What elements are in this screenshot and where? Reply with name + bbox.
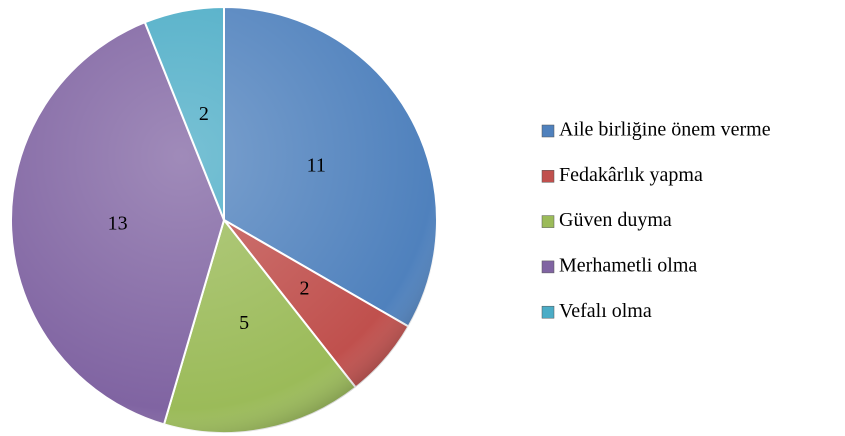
data-label: 13 (108, 213, 128, 235)
legend-swatch (541, 215, 555, 228)
legend-label: Vefalı olma (559, 300, 652, 322)
legend-swatch (541, 305, 555, 319)
data-label: 2 (299, 277, 309, 299)
legend-swatch (541, 260, 555, 274)
legend-swatch (541, 170, 555, 183)
legend-label: Aile birliğine önem verme (559, 119, 771, 141)
data-label: 11 (307, 154, 326, 176)
legend-swatch (541, 124, 555, 138)
legend-label: Fedakârlık yapma (559, 164, 703, 186)
legend-label: Merhametli olma (559, 254, 697, 276)
data-label: 2 (199, 103, 209, 125)
legend-label: Güven duyma (559, 209, 672, 231)
data-label: 5 (239, 312, 249, 334)
